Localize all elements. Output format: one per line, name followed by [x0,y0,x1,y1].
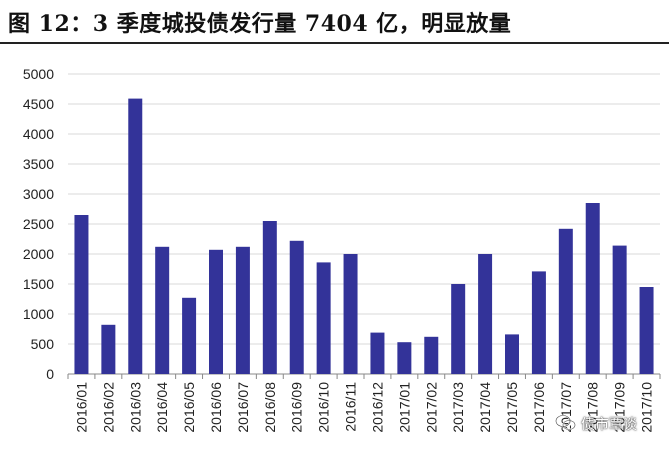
bar [585,203,600,374]
bar [101,324,116,374]
x-tick-label: 2016/07 [235,382,251,433]
x-tick-label: 2017/08 [585,382,601,433]
bar [639,287,654,374]
watermark-text: 债市覃谈 [581,417,637,433]
title-bar: 图 12：3 季度城投债发行量 7404 亿，明显放量 [0,0,669,44]
x-tick-label: 2016/02 [100,382,116,433]
bar [612,245,627,374]
bar [155,246,170,374]
watermark: 债市覃谈 [555,412,665,436]
bar-chart: 0 500 1000 1500 2000 2500 3000 3500 4000 4500 5000… [23,66,661,433]
bar [505,334,519,374]
x-tick-label: 2017/04 [477,382,493,433]
bar [289,240,304,374]
x-tick-label: 2017/02 [423,382,439,433]
chart-title: 图 12：3 季度城投债发行量 7404 亿，明显放量 [8,11,512,37]
x-tick-label: 2016/08 [262,382,278,433]
wechat-icon [555,414,576,431]
bar [558,228,573,374]
x-tick-label: 2017/06 [531,382,547,433]
bar [531,271,546,374]
y-tick-label: 3500 [23,156,54,172]
y-tick-label: 4500 [23,96,54,112]
bar [370,332,385,374]
bar [74,215,89,374]
x-tick-label: 2016/11 [343,382,359,432]
y-tick-label: 1500 [23,276,54,292]
bar [397,342,412,374]
y-tick-label: 4000 [23,126,54,142]
bar [478,254,493,374]
x-tick-label: 2017/05 [504,382,520,433]
y-tick-label: 3000 [23,186,54,202]
bar [209,249,223,374]
y-tick-label: 2500 [23,216,54,232]
bar [235,246,250,374]
y-tick-label: 500 [31,336,55,352]
x-tick-label: 2016/01 [73,382,89,433]
x-tick-label: 2016/04 [154,382,170,433]
bar [343,254,358,374]
x-tick-label: 2017/10 [639,382,655,433]
y-tick-label: 1000 [23,306,54,322]
bar [451,284,466,374]
bar [316,262,331,374]
x-tick-label: 2017/01 [396,382,412,433]
title-divider [0,42,669,44]
x-tick-label: 2017/03 [450,382,466,433]
y-tick-label: 5000 [23,66,54,82]
x-tick-label: 2016/12 [369,382,385,433]
y-tick-label: 0 [46,366,54,382]
x-tick-label: 2016/06 [208,382,224,433]
x-tick-label: 2016/10 [316,382,332,433]
x-tick-label: 2016/03 [127,382,143,433]
x-tick-label: 2016/05 [181,382,197,433]
y-tick-label: 2000 [23,246,54,262]
bar [262,221,277,374]
bar [182,297,197,374]
bar [424,336,439,374]
x-tick-label: 2016/09 [289,382,305,433]
bar [128,98,143,374]
x-tick-label: 2017/09 [612,382,628,433]
